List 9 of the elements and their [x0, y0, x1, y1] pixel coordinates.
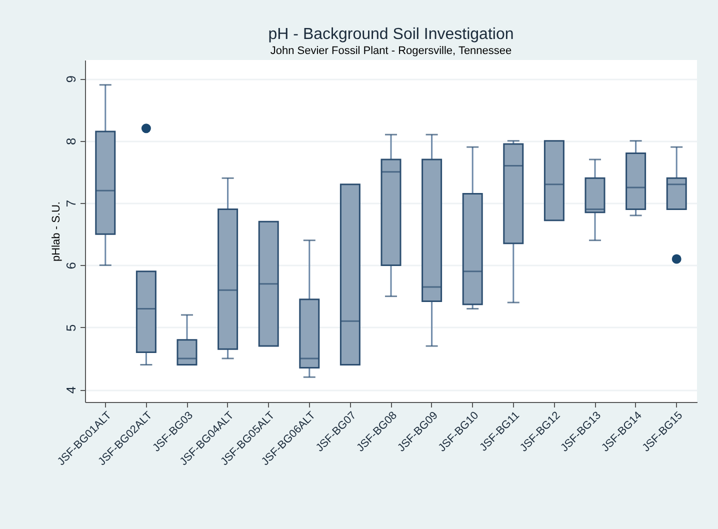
y-tick-label: 4	[64, 386, 78, 394]
y-axis-title: pHlab - S.U.	[50, 202, 62, 262]
y-tick-label: 6	[64, 262, 78, 270]
y-tick-label: 7	[64, 200, 78, 208]
chart-title: pH - Background Soil Investigation	[268, 26, 514, 43]
y-tick-label: 5	[64, 324, 78, 332]
y-tick-label: 8	[64, 138, 78, 145]
y-tick-label: 9	[64, 76, 78, 83]
chart-subtitle: John Sevier Fossil Plant - Rogersville, Tennessee	[270, 45, 512, 57]
